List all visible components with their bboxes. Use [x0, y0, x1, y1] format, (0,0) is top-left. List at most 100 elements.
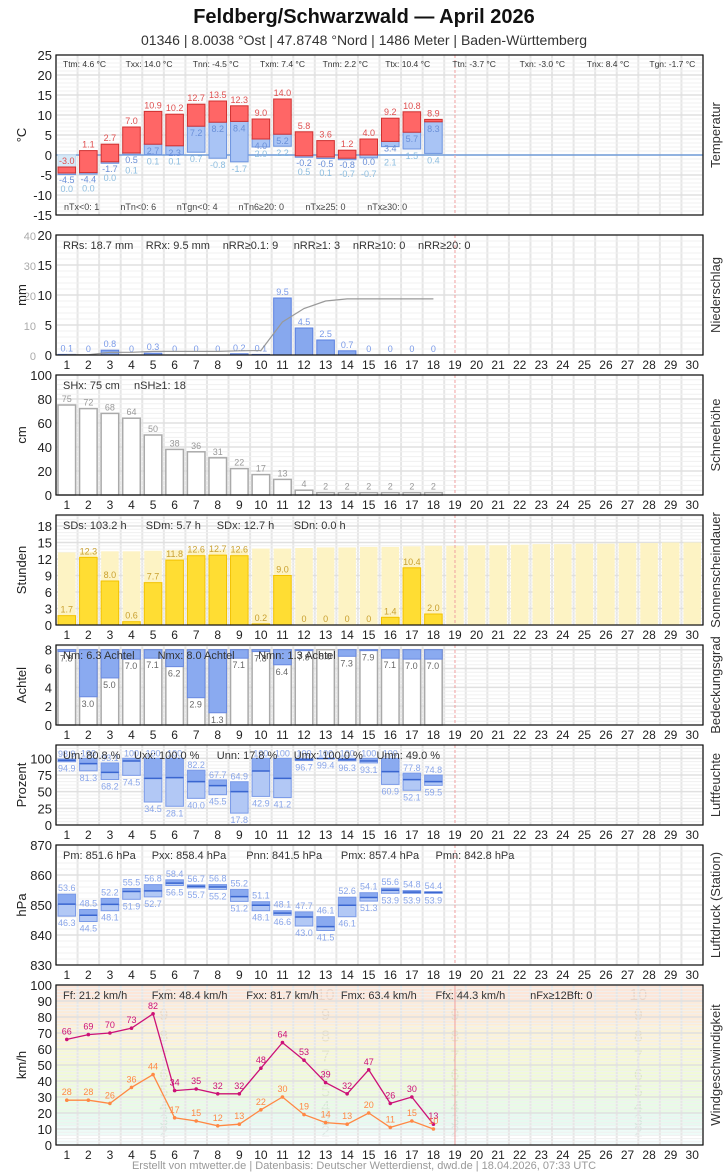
x-tick-label: 5 [150, 828, 157, 842]
svg-text:54.1: 54.1 [360, 882, 378, 892]
y-tick-label: 50 [38, 1058, 52, 1073]
svg-text:12: 12 [213, 1113, 223, 1123]
svg-text:41.5: 41.5 [317, 933, 335, 943]
svg-text:7.8: 7.8 [254, 654, 267, 664]
svg-text:5.2: 5.2 [276, 136, 289, 146]
x-tick-label: 3 [107, 828, 114, 842]
svg-text:55.5: 55.5 [123, 878, 141, 888]
x-tick-label: 7 [193, 968, 200, 982]
svg-text:45.5: 45.5 [209, 797, 227, 807]
svg-text:15: 15 [407, 1108, 417, 1118]
svg-text:1.4: 1.4 [384, 606, 397, 616]
x-tick-label: 5 [150, 628, 157, 642]
svg-text:48.1: 48.1 [101, 913, 119, 923]
svg-text:53.9: 53.9 [382, 895, 400, 905]
stat-label: Tnm: 2.2 °C [323, 59, 368, 69]
x-tick-label: 3 [107, 628, 114, 642]
svg-text:0.7: 0.7 [190, 154, 203, 164]
x-tick-label: 8 [214, 1148, 221, 1162]
y-tick-label: 10 [38, 1122, 52, 1137]
panel-title: Luftdruck (Station) [708, 852, 723, 958]
svg-text:0.6: 0.6 [125, 611, 138, 621]
svg-text:-0.5: -0.5 [318, 159, 334, 169]
x-tick-label: 25 [578, 628, 592, 642]
svg-text:12.3: 12.3 [80, 546, 98, 556]
svg-text:13: 13 [277, 468, 287, 478]
svg-text:32: 32 [234, 1081, 244, 1091]
stat-label: Txx: 14.0 °C [126, 59, 173, 69]
svg-text:4.0: 4.0 [362, 128, 375, 138]
svg-text:36: 36 [191, 441, 201, 451]
svg-text:4: 4 [321, 1099, 330, 1116]
stat-label: Pmx: 857.4 hPa [341, 850, 420, 862]
svg-text:9.5: 9.5 [276, 287, 289, 297]
svg-text:48.1: 48.1 [252, 913, 270, 923]
x-tick-label: 1 [63, 1148, 70, 1162]
svg-text:12.6: 12.6 [187, 545, 205, 555]
svg-text:2.0: 2.0 [255, 149, 268, 159]
svg-text:13.5: 13.5 [209, 90, 227, 100]
x-tick-label: 30 [686, 498, 700, 512]
x-tick-label: 21 [491, 498, 505, 512]
x-tick-label: 28 [642, 728, 656, 742]
x-tick-label: 26 [599, 968, 613, 982]
svg-text:7.1: 7.1 [384, 660, 397, 670]
svg-text:-0.7: -0.7 [339, 169, 355, 179]
x-tick-label: 10 [254, 1148, 268, 1162]
x-tick-label: 1 [63, 828, 70, 842]
svg-text:26: 26 [385, 1090, 395, 1100]
svg-text:9.2: 9.2 [384, 107, 397, 117]
x-tick-label: 5 [150, 968, 157, 982]
y-tick-label: 20 [38, 464, 52, 479]
svg-text:100: 100 [124, 748, 139, 758]
svg-text:15: 15 [191, 1108, 201, 1118]
svg-text:100: 100 [167, 748, 182, 758]
panel-title: Bedeckungsgrad [708, 636, 723, 734]
x-tick-label: 20 [470, 498, 484, 512]
y-tick-label: 860 [30, 868, 52, 883]
y-tick-label: 10 [38, 288, 52, 303]
x-tick-label: 25 [578, 728, 592, 742]
x-tick-label: 30 [686, 628, 700, 642]
svg-text:34: 34 [170, 1078, 180, 1088]
x-tick-label: 9 [236, 728, 243, 742]
x-tick-label: 10 [254, 498, 268, 512]
x-tick-label: 20 [470, 628, 484, 642]
panel-title: Niederschlag [708, 257, 723, 333]
svg-text:0.1: 0.1 [125, 166, 138, 176]
x-tick-label: 12 [297, 498, 311, 512]
x-tick-label: 26 [599, 1148, 613, 1162]
x-tick-label: 12 [297, 968, 311, 982]
x-tick-label: 2 [85, 828, 92, 842]
stat-label: Pnn: 841.5 hPa [246, 850, 323, 862]
svg-text:13: 13 [428, 1111, 438, 1121]
x-tick-label: 22 [513, 968, 527, 982]
x-tick-label: 7 [193, 828, 200, 842]
svg-text:1.7: 1.7 [61, 605, 74, 615]
stat-label: Nmn: 1.3 Achtel [258, 650, 336, 662]
stat-label: Fxm: 48.4 km/h [152, 990, 228, 1002]
x-tick-label: 8 [214, 498, 221, 512]
x-tick-label: 14 [340, 968, 354, 982]
svg-text:82: 82 [148, 1001, 158, 1011]
stat-label: Uxx: 100.0 % [134, 750, 200, 762]
svg-text:31: 31 [213, 447, 223, 457]
stat-label: RRx: 9.5 mm [146, 240, 210, 252]
x-tick-label: 30 [686, 728, 700, 742]
y-tick-label: 40 [38, 1074, 52, 1089]
svg-text:47.7: 47.7 [295, 901, 313, 911]
svg-text:0.4: 0.4 [427, 155, 440, 165]
stat-label: nRR≥20: 0 [418, 240, 471, 252]
x-tick-label: 24 [556, 498, 570, 512]
svg-text:4: 4 [302, 479, 307, 489]
svg-text:12.7: 12.7 [209, 544, 227, 554]
x-tick-label: 27 [621, 728, 635, 742]
stat-label: Txm: 7.4 °C [260, 59, 305, 69]
svg-text:3.6: 3.6 [319, 130, 332, 140]
x-tick-label: 24 [556, 1148, 570, 1162]
svg-text:46.1: 46.1 [317, 906, 335, 916]
